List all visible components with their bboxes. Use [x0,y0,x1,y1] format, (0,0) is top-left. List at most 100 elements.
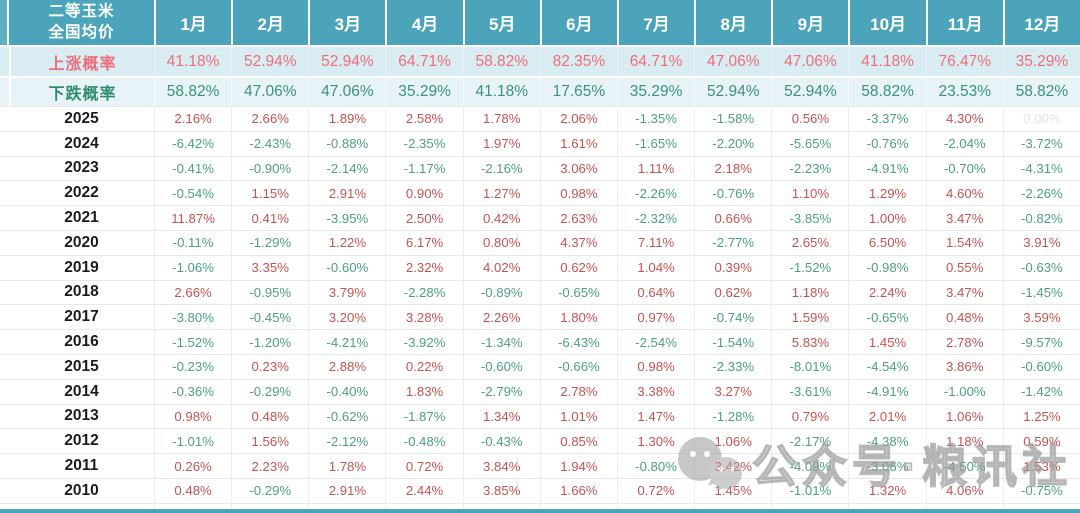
change-value: -2.43% [231,131,308,156]
change-value: 1.27% [462,181,540,206]
change-value: 0.98% [616,354,694,379]
change-value: -0.74% [694,305,771,330]
change-value: 1.22% [308,230,385,255]
fall-probability-value: 35.29% [616,78,695,106]
rise-probability-value: 52.94% [231,47,309,76]
change-value: 3.47% [925,280,1003,305]
change-value: -0.29% [231,478,308,503]
change-value: -2.20% [694,131,771,156]
change-value: -0.40% [308,379,385,404]
change-value: 4.60% [925,181,1003,206]
change-value: 2.78% [925,330,1003,354]
change-value: 0.79% [771,404,848,429]
change-value: -1.00% [925,379,1003,404]
change-value: -0.88% [308,131,385,156]
change-value: -0.80% [616,454,694,478]
year-gutter [0,330,9,354]
change-value: -1.35% [616,107,694,131]
change-value: 0.48% [231,404,308,429]
change-value: -2.26% [616,181,694,206]
year-gutter [0,256,9,280]
change-value: 11.87% [154,206,231,230]
month-header: 11月 [925,0,1003,45]
change-value: 0.85% [539,429,617,454]
change-value: 0.48% [154,478,231,503]
change-value: 2.32% [385,255,462,280]
change-value: -1.54% [694,330,771,354]
fall-probability-label: 下跌概率 [9,78,154,106]
change-value: -4.50% [925,454,1003,478]
change-value: -0.95% [231,280,308,305]
year-row: 2014 -0.36% -0.29% -0.40% 1.83% -2.79% 2.78% 3.… [0,378,1080,404]
change-value: -4.21% [308,330,385,354]
change-value: -0.82% [1002,206,1080,230]
year-gutter [0,405,9,429]
change-value: -1.52% [771,255,848,280]
change-value: 1.15% [231,181,308,206]
fall-probability-value: 23.53% [925,78,1003,106]
month-header: 1月 [154,0,232,45]
month-header: 9月 [771,0,849,45]
year-gutter [0,132,9,156]
year-gutter [0,206,9,230]
change-value: -0.62% [308,404,385,429]
change-value: 3.27% [694,379,771,404]
year-row: 2011 0.26% 2.23% 1.78% 0.72% 3.84% 1.94% -0.80%… [0,453,1080,478]
change-value: 1.32% [848,478,925,503]
change-value: 0.59% [1002,429,1080,454]
change-value: 1.56% [231,429,308,454]
change-value: 0.62% [694,280,771,305]
year-label: 2016 [64,333,99,351]
change-value: 2.26% [462,305,540,330]
change-value: -4.38% [848,429,925,454]
year-label: 2021 [64,209,99,227]
change-value: 3.86% [925,354,1003,379]
fall-probability-row: 下跌概率 58.82% 47.06% 47.06% 35.29% 41.18% 17.65%… [0,76,1080,106]
rise-probability-value: 47.06% [694,47,772,76]
change-value: -1.52% [154,330,231,354]
change-value: 1.30% [616,429,694,454]
change-value: -2.28% [385,280,462,305]
corner-header: 二等玉米 全国均价 [9,0,154,45]
change-value: 3.84% [462,454,540,478]
change-value: -0.75% [1002,478,1080,503]
year-label: 2013 [64,407,99,425]
change-value: 1.18% [771,280,848,305]
change-value: 1.18% [925,429,1003,454]
change-value: 2.24% [848,280,925,305]
change-value: 1.97% [462,131,540,156]
change-value: -0.36% [154,379,231,404]
change-value: 2.06% [539,107,617,131]
change-value: 3.38% [616,379,694,404]
change-value: -4.91% [848,156,925,181]
change-value: -2.16% [462,156,540,181]
change-value: -0.60% [462,354,540,379]
rise-probability-value: 52.94% [308,47,386,76]
change-value: -2.26% [1002,181,1080,206]
change-value: 6.17% [385,230,462,255]
rise-probability-value: 64.71% [616,47,695,76]
change-value: -1.87% [385,404,462,429]
change-value: -2.17% [771,429,848,454]
change-value: 2.44% [385,478,462,503]
year-label: 2014 [64,382,99,400]
change-value: -2.12% [308,429,385,454]
rise-probability-value: 41.18% [154,47,232,76]
change-value: -1.20% [231,330,308,354]
change-value: -2.54% [616,330,694,354]
change-value: 2.66% [231,107,308,131]
year-gutter [0,355,9,379]
change-value: 1.80% [539,305,617,330]
change-value: 2.91% [308,181,385,206]
change-value: 3.06% [539,156,617,181]
year-gutter [0,281,9,305]
change-value: -0.45% [231,305,308,330]
change-value: 2.66% [154,280,231,305]
change-value: -0.90% [231,156,308,181]
month-header: 6月 [539,0,617,45]
year-row: 2016 -1.52% -1.20% -4.21% -3.92% -1.34% -6.43%… [0,329,1080,354]
change-value: 2.91% [308,478,385,503]
change-value: 1.83% [385,379,462,404]
fall-probability-value: 52.94% [771,78,849,106]
